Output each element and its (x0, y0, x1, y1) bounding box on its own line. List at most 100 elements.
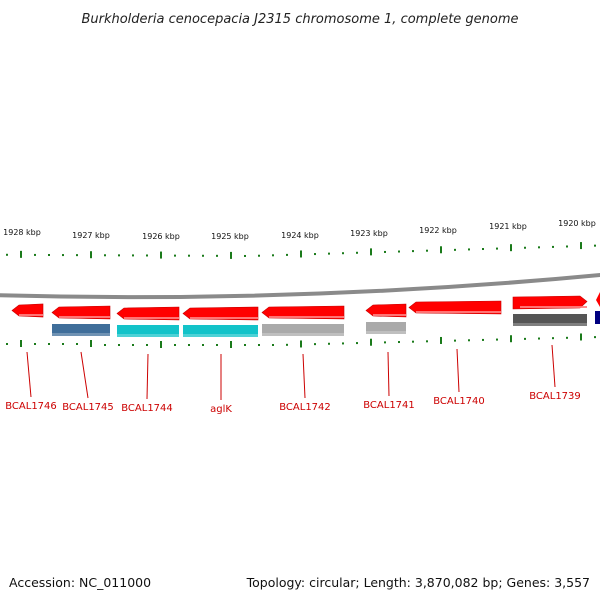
minor-tick (174, 254, 176, 257)
minor-tick (6, 253, 8, 256)
minor-tick (34, 343, 36, 345)
gene-arrow-bcal1742[interactable] (261, 305, 345, 320)
gene-arrow-shade (59, 316, 110, 318)
gene-arrow-shade (373, 314, 406, 316)
cds-box-shade (366, 331, 406, 334)
minor-tick (566, 336, 568, 339)
minor-tick (384, 341, 386, 344)
minor-tick (76, 254, 78, 257)
minor-tick (482, 248, 484, 251)
minor-tick (174, 344, 176, 346)
minor-tick (104, 344, 106, 346)
minor-tick (496, 247, 498, 250)
major-tick (230, 251, 232, 259)
gene-arrow-shade (416, 311, 501, 313)
major-tick (370, 248, 372, 256)
minor-tick (202, 344, 204, 346)
major-tick (90, 340, 92, 347)
top-tick-track (6, 242, 596, 259)
cds-box-shade (183, 334, 258, 337)
minor-tick (524, 246, 526, 249)
cds-box-bcal1741[interactable] (366, 322, 406, 334)
label-connector (146, 353, 149, 400)
minor-tick (244, 344, 246, 346)
cds-box-bcal1744[interactable] (117, 325, 179, 337)
minor-tick (6, 343, 8, 345)
major-tick (20, 340, 22, 347)
minor-tick (426, 340, 428, 343)
gene-arrow-bcal1739[interactable] (512, 295, 588, 310)
feature-track[interactable] (11, 292, 600, 337)
genome-summary-text: Topology: circular; Length: 3,870,082 bp… (246, 575, 590, 590)
label-connector (456, 348, 460, 393)
gene-label-bcal1740[interactable]: BCAL1740 (433, 396, 485, 407)
minor-tick (202, 254, 204, 257)
minor-tick (552, 337, 554, 340)
major-tick (20, 250, 22, 258)
gene-arrow-bcal1740[interactable] (408, 300, 502, 315)
minor-tick (272, 254, 274, 257)
cds-box-bcal1739[interactable] (513, 314, 587, 326)
minor-tick (454, 248, 456, 251)
major-tick (90, 251, 92, 259)
gene-arrow-partial[interactable] (596, 292, 600, 307)
minor-tick (538, 337, 540, 340)
major-tick (580, 242, 582, 250)
minor-tick (118, 344, 120, 346)
minor-tick (76, 343, 78, 345)
gene-label-aglk[interactable]: aglK (210, 404, 232, 415)
cds-box-bcal1742[interactable] (262, 324, 344, 336)
minor-tick (258, 344, 260, 346)
major-tick (300, 340, 302, 348)
minor-tick (314, 343, 316, 346)
major-tick (580, 333, 582, 341)
minor-tick (272, 344, 274, 346)
gene-arrow-bcal1744[interactable] (116, 306, 180, 321)
cds-box-aglk[interactable] (183, 325, 258, 337)
gene-arrow-shade (124, 317, 179, 319)
minor-tick (426, 249, 428, 252)
gene-arrow-bcal1746[interactable] (11, 303, 44, 318)
gene-arrow-shade (19, 314, 43, 316)
chromosome-backbone (0, 272, 600, 300)
scale-label: 1922 kbp (419, 226, 457, 235)
scale-label: 1921 kbp (489, 222, 527, 231)
minor-tick (398, 250, 400, 253)
minor-tick (118, 254, 120, 257)
minor-tick (468, 339, 470, 342)
gene-label-bcal1746[interactable]: BCAL1746 (5, 401, 57, 412)
gene-label-bcal1741[interactable]: BCAL1741 (363, 400, 415, 411)
major-tick (230, 341, 232, 348)
major-tick (440, 246, 442, 254)
major-tick (160, 251, 162, 259)
scale-label: 1920 kbp (558, 219, 596, 228)
minor-tick (258, 254, 260, 257)
scale-label: 1928 kbp (3, 228, 41, 237)
cds-box-partial[interactable] (595, 311, 600, 324)
cds-box-bcal1745[interactable] (52, 324, 110, 336)
minor-tick (398, 341, 400, 344)
major-tick (160, 341, 162, 348)
minor-tick (594, 244, 596, 247)
major-tick (510, 335, 512, 343)
minor-tick (384, 250, 386, 253)
bottom-tick-track (6, 333, 596, 348)
minor-tick (342, 252, 344, 255)
gene-label-connectors (26, 344, 556, 400)
gene-label-bcal1745[interactable]: BCAL1745 (62, 402, 114, 413)
gene-arrow-bcal1745[interactable] (51, 305, 111, 320)
gene-arrow-bcal1741[interactable] (365, 303, 407, 318)
minor-tick (594, 336, 596, 339)
minor-tick (314, 253, 316, 256)
minor-tick (286, 343, 288, 346)
gene-arrow-aglk[interactable] (182, 306, 259, 321)
gene-label-bcal1742[interactable]: BCAL1742 (279, 402, 331, 413)
gene-labels[interactable]: BCAL1746 BCAL1745 BCAL1744 aglK BCAL1742 BCAL… (5, 391, 581, 415)
gene-label-bcal1744[interactable]: BCAL1744 (121, 403, 173, 414)
minor-tick (244, 254, 246, 257)
minor-tick (188, 344, 190, 346)
cds-box-shade (262, 333, 344, 336)
minor-tick (62, 343, 64, 345)
gene-label-bcal1739[interactable]: BCAL1739 (529, 391, 581, 402)
